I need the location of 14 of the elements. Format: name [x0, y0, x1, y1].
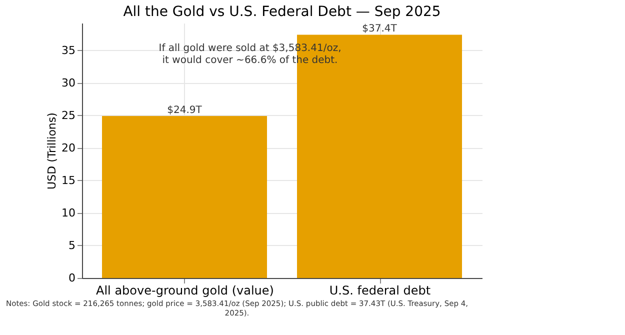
- y-tick-label: 0: [68, 272, 76, 284]
- y-tick-label: 35: [62, 44, 76, 57]
- y-tick-label: 25: [62, 108, 76, 122]
- x-tick-label: U.S. federal debt: [329, 284, 431, 298]
- data-label: $24.9T: [167, 105, 203, 116]
- y-tick-label: 5: [68, 238, 76, 252]
- data-label: $37.4T: [362, 24, 398, 35]
- y-tick-label: 20: [62, 141, 76, 154]
- y-tick-label: 15: [62, 174, 76, 187]
- y-tick-label: 30: [62, 76, 76, 90]
- chart-title: All the Gold vs U.S. Federal Debt — Sep 2025: [123, 4, 441, 20]
- y-axis-title: USD (Trillions): [46, 112, 59, 190]
- y-tick-label: 10: [62, 206, 76, 220]
- x-tick-label: All above-ground gold (value): [96, 284, 274, 298]
